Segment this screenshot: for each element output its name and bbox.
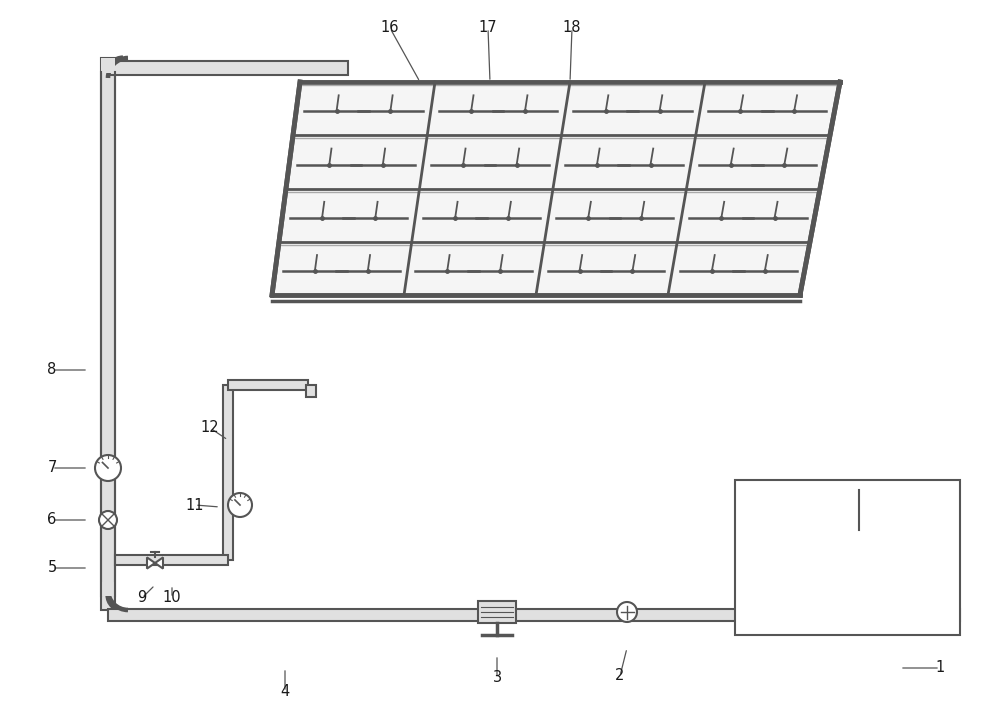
Polygon shape	[147, 557, 155, 569]
FancyBboxPatch shape	[101, 58, 115, 73]
Circle shape	[99, 511, 117, 529]
Text: 10: 10	[163, 591, 181, 606]
Text: 18: 18	[563, 20, 581, 35]
FancyBboxPatch shape	[478, 601, 516, 623]
Text: 17: 17	[479, 20, 497, 35]
Polygon shape	[155, 557, 163, 569]
Polygon shape	[272, 82, 840, 295]
Text: 1: 1	[935, 661, 945, 676]
FancyBboxPatch shape	[223, 385, 233, 560]
Text: 3: 3	[492, 671, 502, 685]
FancyBboxPatch shape	[735, 480, 960, 635]
Text: 2: 2	[615, 669, 625, 684]
Text: 4: 4	[280, 684, 290, 700]
FancyBboxPatch shape	[101, 582, 115, 596]
Circle shape	[617, 602, 637, 622]
Text: 6: 6	[47, 513, 57, 528]
Circle shape	[95, 455, 121, 481]
Text: 16: 16	[381, 20, 399, 35]
Text: 11: 11	[186, 497, 204, 513]
FancyBboxPatch shape	[228, 380, 308, 390]
Text: 8: 8	[47, 362, 57, 378]
FancyBboxPatch shape	[115, 555, 228, 565]
FancyBboxPatch shape	[306, 385, 316, 397]
FancyBboxPatch shape	[108, 609, 960, 621]
FancyBboxPatch shape	[101, 58, 115, 610]
Circle shape	[228, 493, 252, 517]
Text: 7: 7	[47, 461, 57, 476]
FancyBboxPatch shape	[108, 61, 348, 75]
Text: 9: 9	[137, 591, 147, 606]
Text: 12: 12	[201, 420, 219, 435]
Text: 5: 5	[47, 560, 57, 575]
